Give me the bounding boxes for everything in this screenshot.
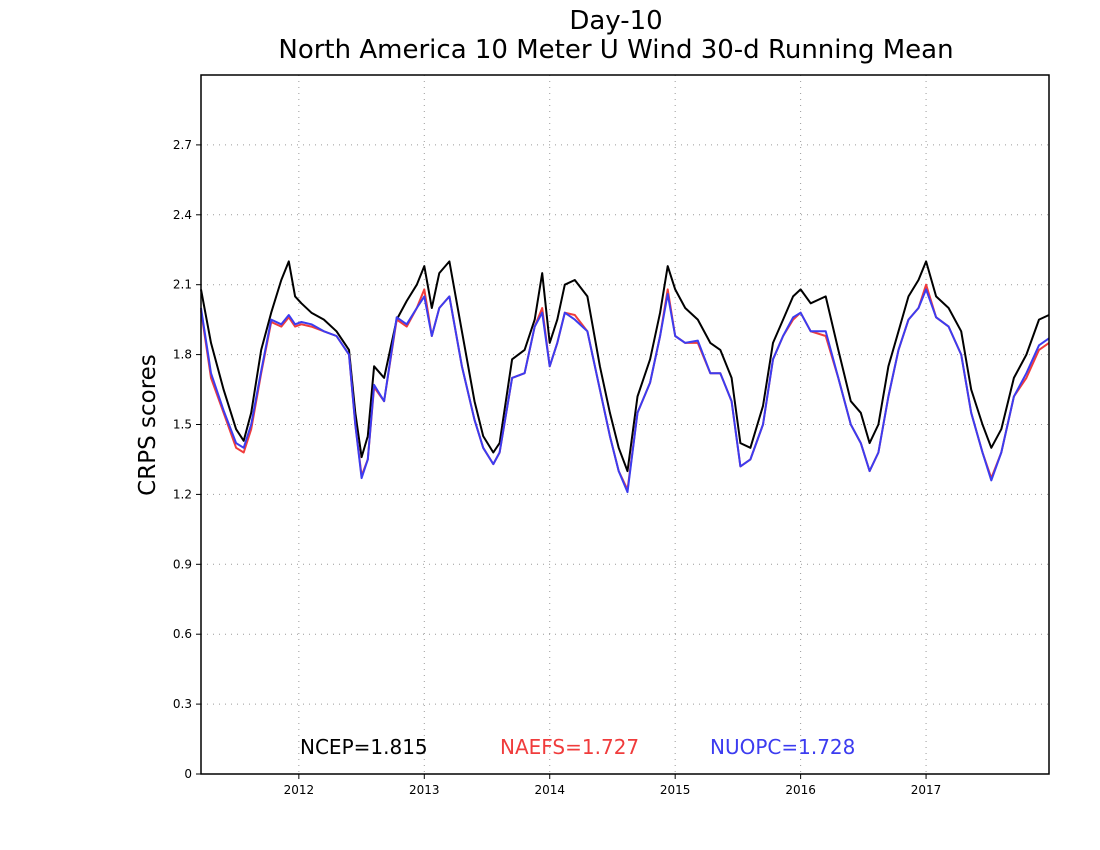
x-tick-label: 2015 [660,783,691,797]
y-tick-label: 0 [184,767,192,781]
legend-nuopc: NUOPC=1.728 [710,735,855,759]
chart-title: Day-10 [569,6,662,36]
series-line-ncep [200,260,1050,473]
grid [201,75,1049,774]
y-tick-label: 1.5 [173,418,192,432]
x-tick-label: 2017 [911,783,942,797]
y-axis: 0 0.3 0.6 0.9 1.2 1.5 1.8 2.1 2.4 2.7 [173,138,201,781]
x-tick-label: 2013 [409,783,440,797]
y-tick-label: 2.7 [173,138,192,152]
y-tick-label: 1.8 [173,348,192,362]
y-tick-label: 0.9 [173,557,192,571]
x-axis: 2012 2013 2014 2015 2016 2017 [284,774,942,797]
legend-ncep: NCEP=1.815 [300,735,428,759]
legend: NCEP=1.815 NAEFS=1.727 NUOPC=1.728 [300,735,855,759]
y-tick-label: 2.1 [173,278,192,292]
legend-naefs: NAEFS=1.727 [500,735,639,759]
y-axis-label: CRPS scores [135,354,161,496]
x-tick-label: 2014 [534,783,565,797]
y-tick-label: 1.2 [173,487,192,501]
x-tick-label: 2016 [785,783,816,797]
y-tick-label: 0.3 [173,697,192,711]
series-line-nuopc [200,288,1050,494]
y-tick-label: 2.4 [173,208,192,222]
plot-frame [200,74,1050,775]
y-tick-label: 0.6 [173,627,192,641]
x-tick-label: 2012 [284,783,315,797]
chart-subtitle: North America 10 Meter U Wind 30-d Runni… [278,35,953,65]
series-group [200,260,1050,494]
series-line-naefs [200,283,1050,491]
